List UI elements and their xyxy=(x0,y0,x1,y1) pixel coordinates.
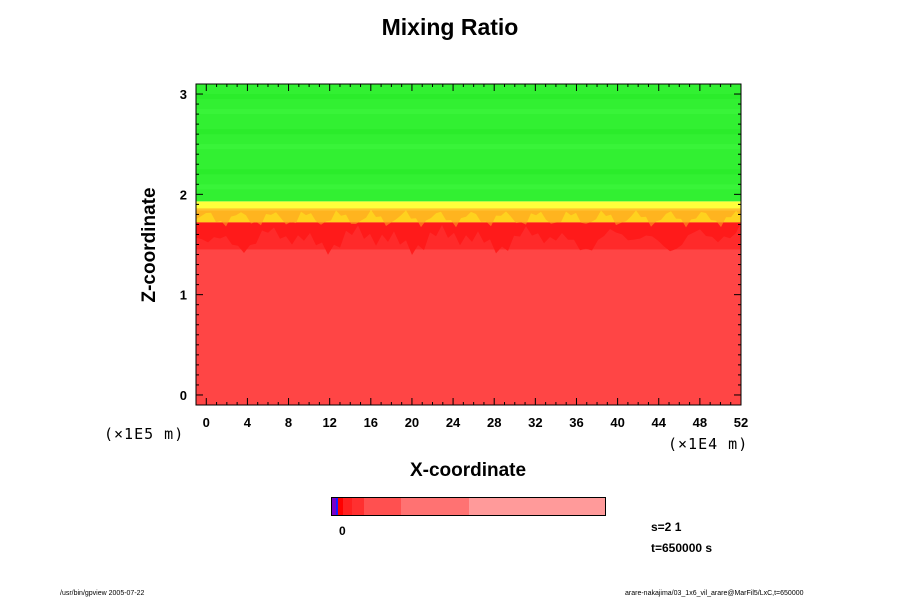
x-tick-label: 28 xyxy=(487,415,501,430)
y-tick-label: 0 xyxy=(180,388,187,403)
x-tick-label: 48 xyxy=(693,415,707,430)
plot-axes xyxy=(195,83,742,406)
colorbar xyxy=(331,497,606,516)
colorbar-zero-label: 0 xyxy=(339,524,346,538)
mixing-interface-upper xyxy=(196,208,741,228)
x-tick-label: 0 xyxy=(203,415,210,430)
heatmap-layer-4 xyxy=(196,84,741,202)
s-label: s=2 1 xyxy=(651,520,682,534)
colorbar-segment-1 xyxy=(335,498,339,515)
heatmap-band-2 xyxy=(196,144,741,150)
colorbar-segment-3 xyxy=(343,498,352,515)
heatmap-band-3 xyxy=(196,129,741,135)
heatmap-band-4 xyxy=(196,109,741,115)
y-tick-label: 3 xyxy=(180,87,187,102)
chart-title: Mixing Ratio xyxy=(381,14,519,40)
y-tick-label: 1 xyxy=(180,288,187,303)
x-tick-label: 20 xyxy=(405,415,419,430)
x-tick-label: 12 xyxy=(322,415,336,430)
footer-right: arare-nakajima/03_1x6_vil_arare@MarFil5/… xyxy=(625,590,804,597)
heatmap-band-5 xyxy=(196,94,741,100)
x-tick-label: 52 xyxy=(734,415,748,430)
heatmap-band-1 xyxy=(196,169,741,175)
heatmap-layer-3 xyxy=(196,201,741,211)
x-tick-label: 32 xyxy=(528,415,542,430)
colorbar-segment-7 xyxy=(469,498,605,515)
heatmap-layer-0 xyxy=(196,249,741,405)
x-tick-label: 16 xyxy=(364,415,378,430)
mixing-interface xyxy=(196,222,741,255)
time-label: t=650000 s xyxy=(651,541,713,555)
x-axis-label: X-coordinate xyxy=(409,460,527,481)
x-unit-right-label: (×1E4 m) xyxy=(668,435,749,453)
heatmap-field xyxy=(196,84,741,405)
footer-left: /usr/bin/gpview 2005-07-22 xyxy=(60,590,145,597)
heatmap-band-0 xyxy=(196,184,741,190)
colorbar-segment-6 xyxy=(401,498,470,515)
x-tick-label: 4 xyxy=(244,415,252,430)
y-tick-label: 2 xyxy=(180,187,187,202)
colorbar-segment-4 xyxy=(351,498,365,515)
x-tick-label: 36 xyxy=(569,415,583,430)
colorbar-segment-5 xyxy=(364,498,402,515)
x-tick-label: 24 xyxy=(446,415,461,430)
x-tick-label: 44 xyxy=(652,415,667,430)
colorbar-segment-2 xyxy=(338,498,344,515)
x-tick-label: 8 xyxy=(285,415,292,430)
x-unit-left-label: (×1E5 m) xyxy=(104,425,185,443)
y-axis-label: Z-coordinate xyxy=(139,187,160,303)
x-tick-label: 40 xyxy=(610,415,624,430)
colorbar-segment-0 xyxy=(332,498,336,515)
